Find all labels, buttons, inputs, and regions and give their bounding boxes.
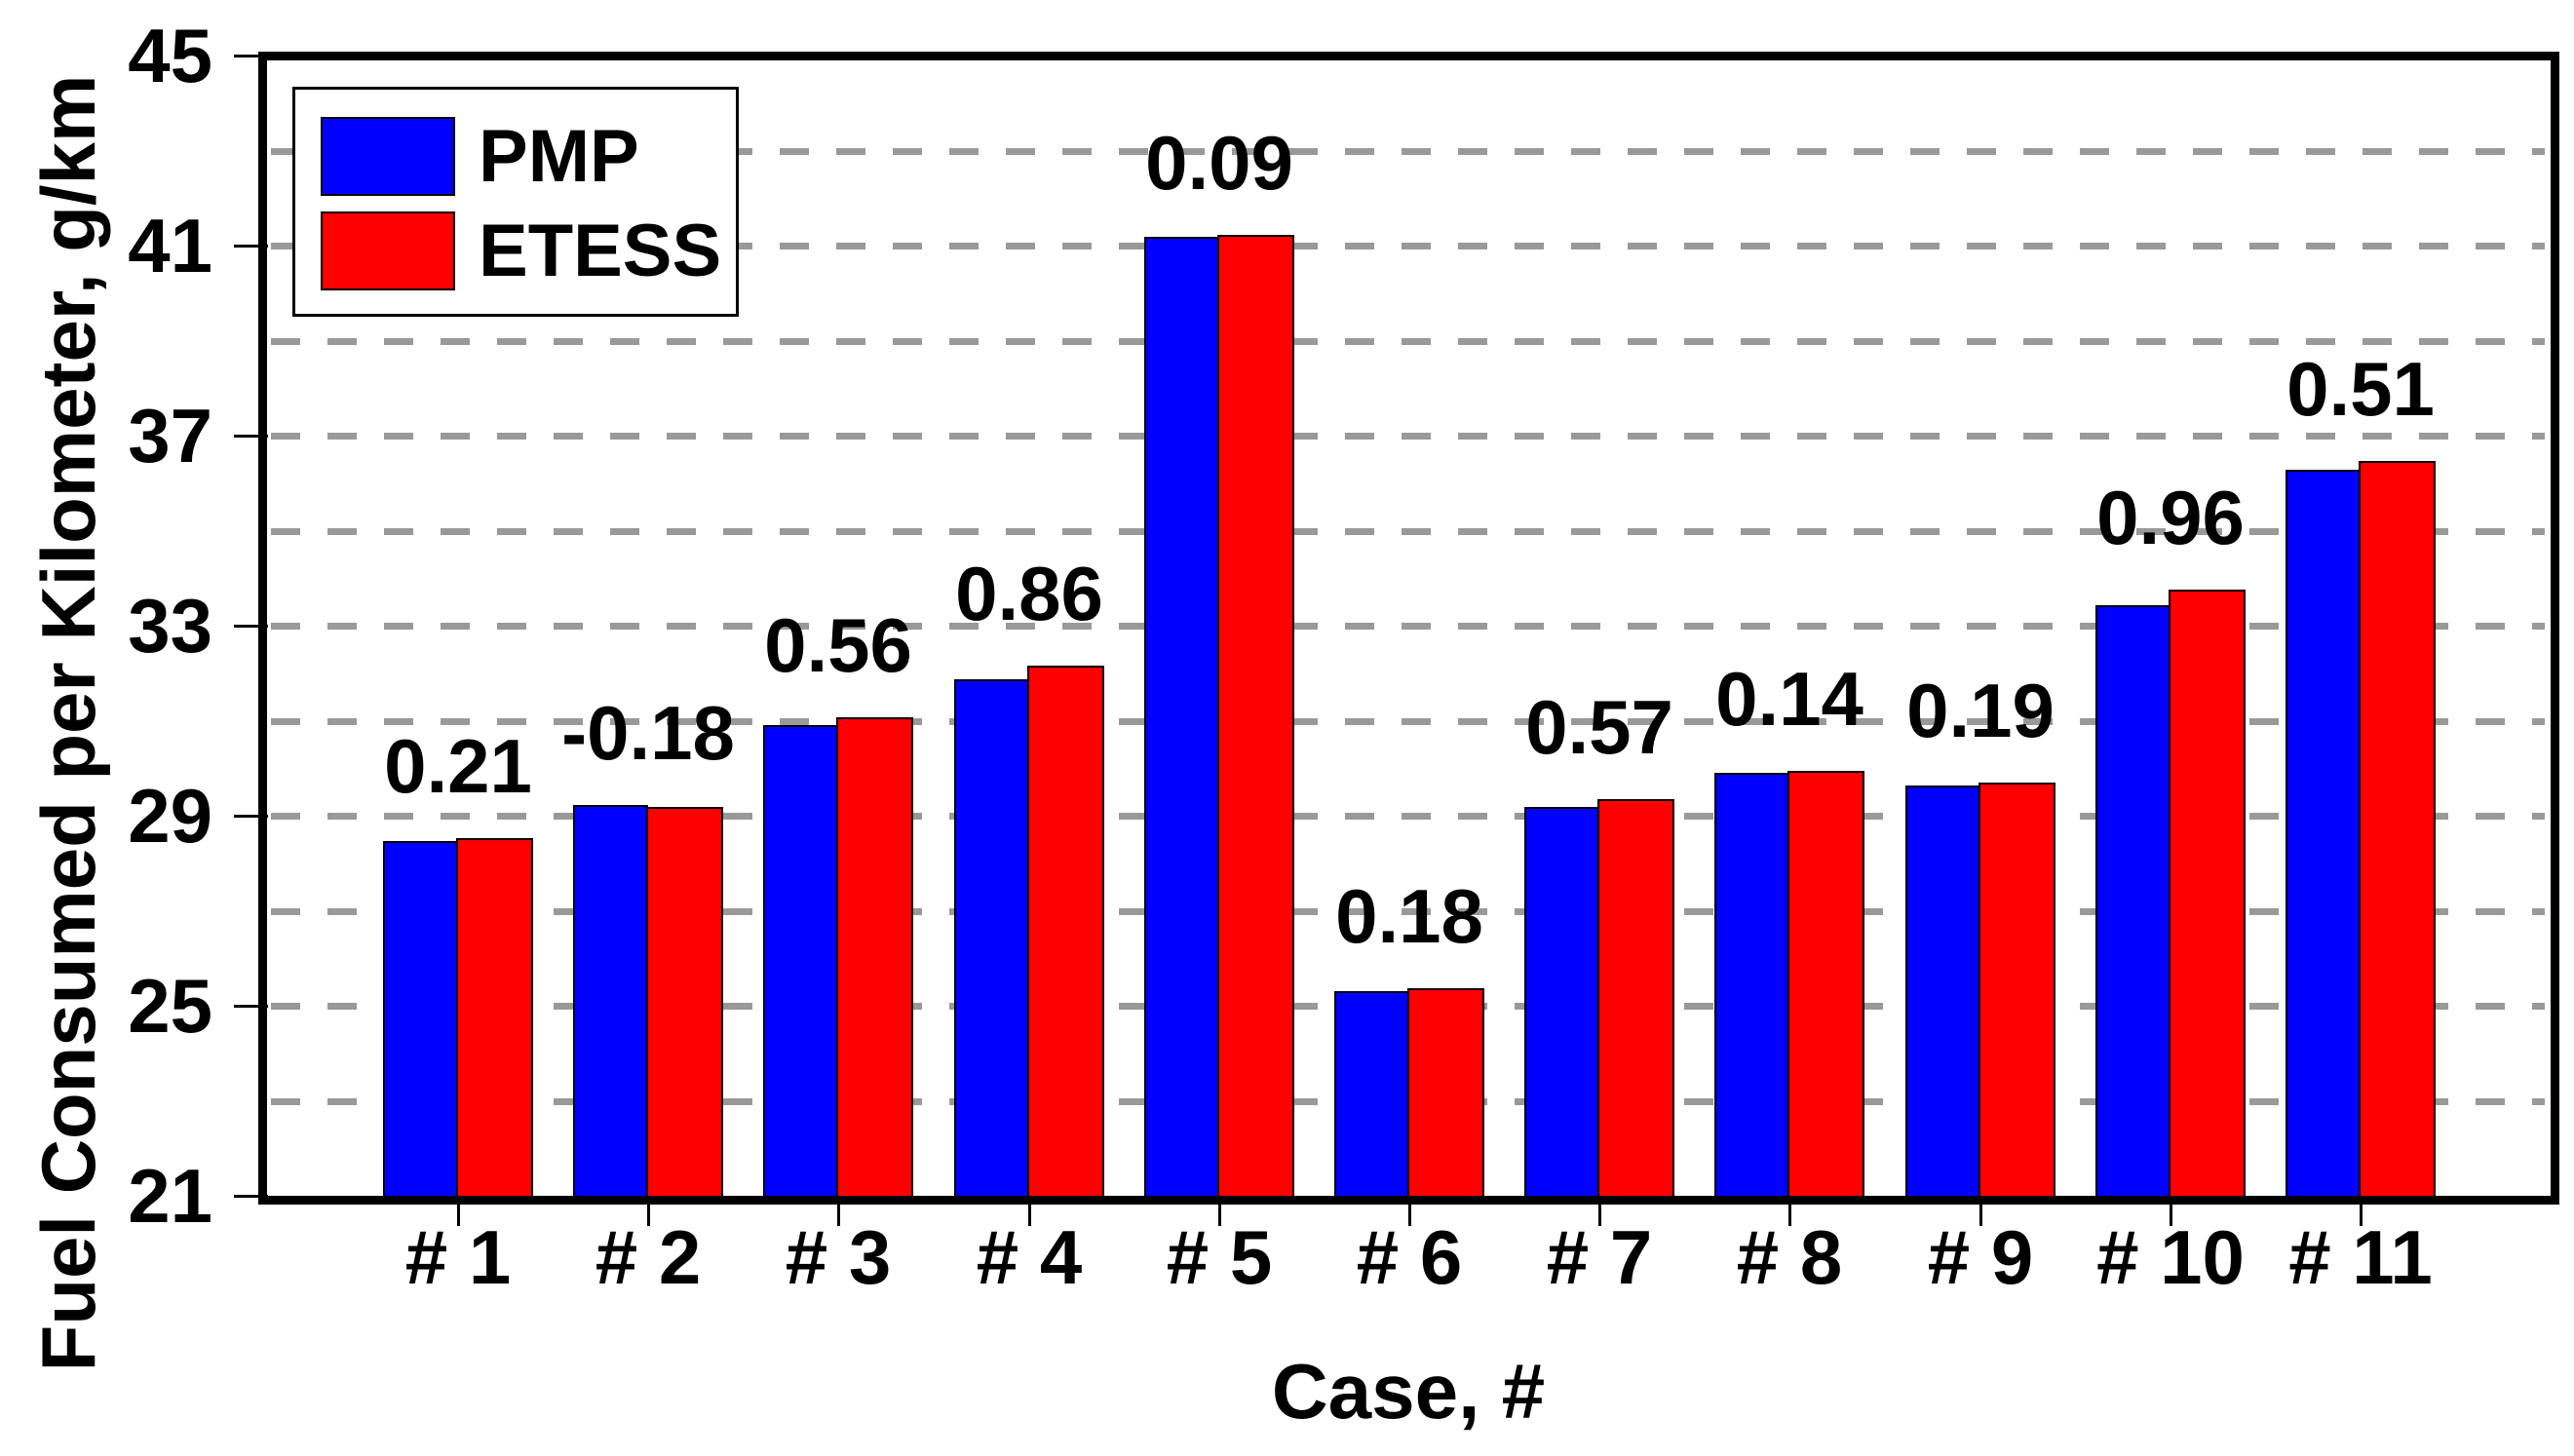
x-tick-label-7: # 7 xyxy=(1546,1214,1653,1300)
bar-pmp-10 xyxy=(2095,605,2171,1198)
x-tick-label-4: # 4 xyxy=(976,1214,1083,1300)
x-tick-6 xyxy=(1408,1201,1411,1226)
gridline-29 xyxy=(271,813,2545,820)
bar-etess-11 xyxy=(2359,461,2436,1198)
y-tick-label-29: 29 xyxy=(128,773,212,859)
bar-pmp-8 xyxy=(1714,773,1789,1198)
bar-diff-label-9: 0.19 xyxy=(1906,668,2055,753)
x-tick-3 xyxy=(837,1201,840,1226)
y-tick-label-21: 21 xyxy=(128,1153,212,1239)
x-tick-4 xyxy=(1028,1201,1031,1226)
bar-diff-label-5: 0.09 xyxy=(1145,120,1293,206)
y-tick-29 xyxy=(234,815,268,818)
y-tick-37 xyxy=(234,435,268,438)
y-tick-label-45: 45 xyxy=(128,13,212,98)
x-tick-label-3: # 3 xyxy=(785,1214,892,1300)
bar-etess-6 xyxy=(1407,988,1484,1198)
bar-diff-label-4: 0.86 xyxy=(955,551,1103,636)
x-tick-label-8: # 8 xyxy=(1736,1214,1843,1300)
gridline-43 xyxy=(271,148,2545,155)
bar-etess-4 xyxy=(1027,666,1104,1198)
x-tick-label-11: # 11 xyxy=(2288,1214,2433,1300)
x-tick-label-1: # 1 xyxy=(404,1214,512,1300)
bar-pmp-7 xyxy=(1524,807,1599,1198)
bar-pmp-2 xyxy=(573,805,648,1198)
bar-pmp-6 xyxy=(1334,991,1409,1198)
x-tick-label-9: # 9 xyxy=(1927,1214,2034,1300)
x-tick-label-10: # 10 xyxy=(2096,1214,2245,1300)
y-tick-45 xyxy=(234,55,268,57)
gridline-41 xyxy=(271,243,2545,249)
bar-etess-3 xyxy=(836,717,913,1198)
bar-pmp-4 xyxy=(954,679,1029,1198)
legend-swatch-etess xyxy=(321,211,455,290)
x-tick-5 xyxy=(1218,1201,1221,1226)
y-tick-21 xyxy=(234,1195,268,1198)
x-tick-label-5: # 5 xyxy=(1166,1214,1273,1300)
gridline-39 xyxy=(271,338,2545,345)
bar-diff-label-1: 0.21 xyxy=(384,723,532,809)
bar-diff-label-2: -0.18 xyxy=(561,690,735,776)
gridline-35 xyxy=(271,528,2545,535)
x-tick-11 xyxy=(2360,1201,2363,1226)
x-tick-7 xyxy=(1598,1201,1601,1226)
bar-etess-8 xyxy=(1787,771,1864,1198)
gridline-37 xyxy=(271,433,2545,440)
y-tick-label-25: 25 xyxy=(128,963,212,1049)
x-tick-9 xyxy=(1979,1201,1982,1226)
y-tick-33 xyxy=(234,625,268,628)
bar-pmp-11 xyxy=(2286,470,2361,1198)
bar-pmp-9 xyxy=(1905,785,1980,1198)
legend-label-pmp: PMP xyxy=(479,115,639,198)
bar-diff-label-11: 0.51 xyxy=(2286,346,2435,432)
x-tick-1 xyxy=(457,1201,460,1226)
legend-label-etess: ETESS xyxy=(479,210,722,292)
bar-etess-9 xyxy=(1979,783,2055,1198)
gridline-31 xyxy=(271,718,2545,725)
bar-pmp-3 xyxy=(763,725,838,1198)
bar-etess-2 xyxy=(646,807,723,1198)
legend: PMP ETESS xyxy=(292,87,739,317)
gridline-33 xyxy=(271,623,2545,630)
x-tick-label-2: # 2 xyxy=(595,1214,702,1300)
bar-diff-label-6: 0.18 xyxy=(1335,873,1483,959)
x-tick-10 xyxy=(2170,1201,2172,1226)
x-tick-2 xyxy=(647,1201,650,1226)
bar-diff-label-8: 0.14 xyxy=(1715,656,1863,742)
legend-swatch-pmp xyxy=(321,117,455,196)
bar-pmp-1 xyxy=(383,841,458,1198)
y-tick-label-33: 33 xyxy=(128,583,212,669)
bar-etess-5 xyxy=(1217,235,1294,1198)
bar-diff-label-7: 0.57 xyxy=(1525,684,1673,770)
x-tick-8 xyxy=(1788,1201,1791,1226)
bar-pmp-5 xyxy=(1144,237,1219,1198)
bar-etess-1 xyxy=(456,838,533,1198)
bar-diff-label-3: 0.56 xyxy=(764,602,912,688)
bar-diff-label-10: 0.96 xyxy=(2096,475,2245,560)
y-tick-label-37: 37 xyxy=(128,393,212,479)
x-tick-label-6: # 6 xyxy=(1356,1214,1463,1300)
y-tick-41 xyxy=(234,245,268,248)
bar-etess-7 xyxy=(1597,799,1674,1198)
x-axis-title: Case, # xyxy=(1271,1348,1546,1435)
y-tick-label-41: 41 xyxy=(128,203,212,288)
y-tick-25 xyxy=(234,1005,268,1008)
gridline-27 xyxy=(271,908,2545,915)
bar-etess-10 xyxy=(2169,590,2246,1198)
